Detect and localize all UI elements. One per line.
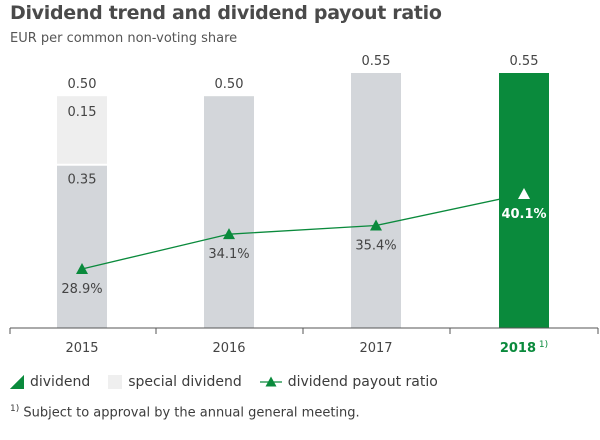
payout-ratio-point-2018 — [518, 188, 530, 199]
legend-label-dividend: dividend — [30, 374, 91, 390]
payout-ratio-swatch-icon — [259, 376, 282, 387]
x-tick-label-2016: 2016 — [212, 341, 245, 356]
bar-dividend-2017 — [351, 73, 401, 328]
bar-total-label-2018: 0.55 — [510, 54, 539, 69]
chart-subtitle: EUR per common non-voting share — [10, 31, 238, 46]
dividend-chart: 0.50 2015 0.50 2016 0.55 2017 0.55 2018 1) 0.15 0… — [9, 54, 599, 356]
payout-ratio-point-2015 — [76, 263, 88, 274]
special-dividend-swatch — [108, 375, 123, 389]
segment-label-dividend-2015: 0.35 — [68, 173, 97, 188]
payout-ratio-label-2015: 28.9% — [61, 282, 102, 297]
payout-ratio-label-2016: 34.1% — [208, 247, 249, 262]
footnote-text: Subject to approval by the annual genera… — [23, 405, 360, 421]
legend-item-special-dividend: special dividend — [108, 374, 242, 390]
segment-label-special-dividend-2015: 0.15 — [68, 105, 97, 120]
bar-dividend-2016 — [204, 96, 254, 328]
bar-dividend-2018 — [499, 73, 549, 328]
payout-ratio-point-2017 — [370, 219, 382, 231]
payout-ratio-label-2018: 40.1% — [501, 207, 546, 222]
legend-item-dividend: dividend — [10, 374, 90, 390]
legend-label-payout-ratio: dividend payout ratio — [287, 374, 438, 390]
x-tick-label-2018: 2018 1) — [500, 340, 548, 356]
bar-special-dividend-2015 — [57, 96, 107, 164]
chart-title: Dividend trend and dividend payout ratio — [10, 2, 442, 24]
bar-total-label-2017: 0.55 — [362, 54, 391, 69]
payout-ratio-label-2017: 35.4% — [355, 238, 396, 253]
legend-item-payout-ratio: dividend payout ratio — [259, 374, 438, 390]
legend: dividend special dividend dividend payou… — [10, 374, 456, 390]
footnote: 1) Subject to approval by the annual gen… — [10, 404, 360, 420]
payout-ratio-line — [81, 193, 525, 270]
footnote-marker: 1) — [10, 404, 20, 414]
x-tick-label-2015: 2015 — [65, 341, 98, 356]
bar-total-label-2015: 0.50 — [68, 77, 97, 92]
x-tick-label-2017: 2017 — [359, 341, 392, 356]
payout-ratio-point-2016 — [223, 228, 235, 240]
bar-dividend-2015 — [57, 165, 107, 328]
dividend-swatch — [10, 375, 24, 389]
legend-label-special-dividend: special dividend — [128, 374, 242, 390]
bar-total-label-2016: 0.50 — [215, 77, 244, 92]
